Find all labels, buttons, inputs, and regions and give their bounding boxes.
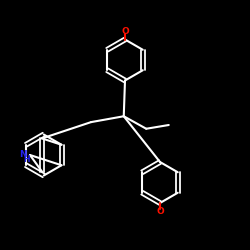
Text: N: N bbox=[19, 150, 27, 159]
Text: O: O bbox=[121, 26, 129, 36]
Text: O: O bbox=[156, 207, 164, 216]
Text: H: H bbox=[23, 156, 30, 164]
